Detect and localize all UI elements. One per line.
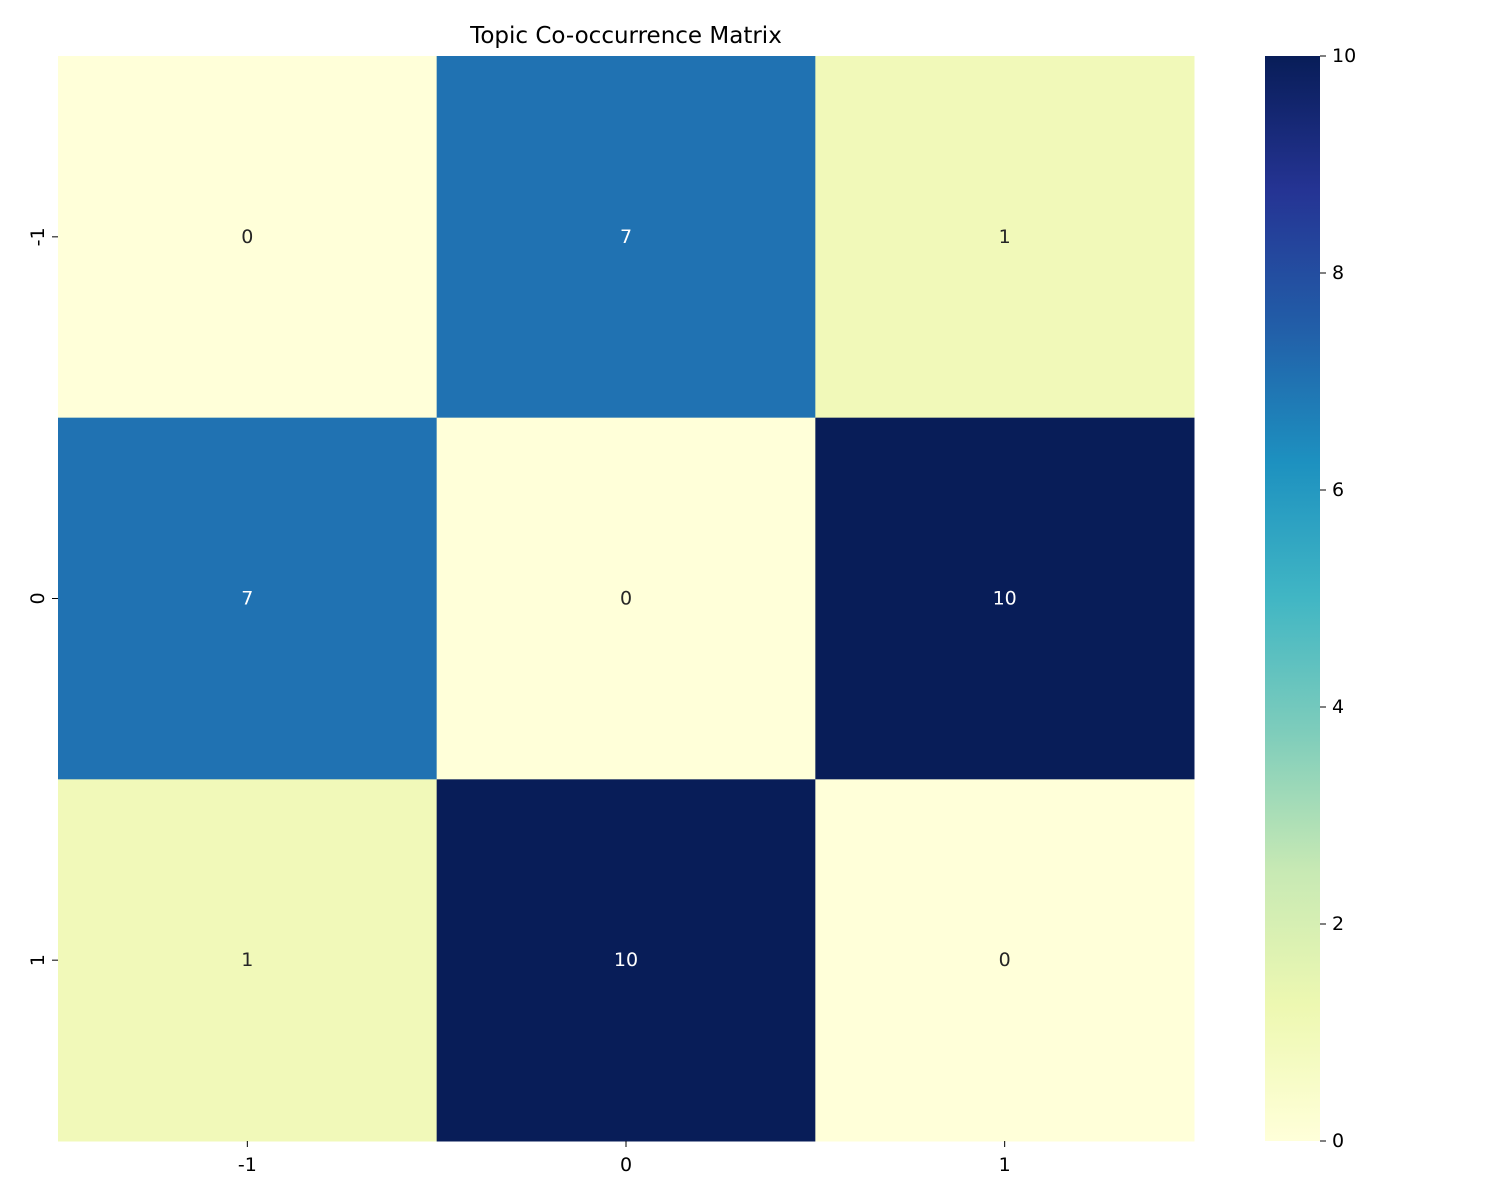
colorbar: 0 2 4 6 8 10 [1265,45,1356,1152]
heatmap-cell [436,417,816,780]
colorbar-tick-label: 2 [1332,913,1344,935]
heatmap-cell [815,56,1195,419]
y-tick-label: -1 [27,227,49,246]
cell-value-label: 0 [999,949,1011,971]
heatmap-cells [58,56,1195,1142]
colorbar-gradient [1265,56,1320,1141]
x-tick-label: 0 [620,1154,632,1176]
y-axis: -1 0 1 [27,227,58,966]
heatmap-cell [436,56,816,419]
heatmap-cell [58,56,438,419]
x-axis: -1 0 1 [238,1141,1011,1176]
chart-title: Topic Co-occurrence Matrix [469,23,782,49]
colorbar-tick-label: 0 [1332,1130,1344,1152]
colorbar-tick-label: 4 [1332,696,1344,718]
y-tick-label: 1 [27,954,49,966]
heatmap-cell-labels: 0 7 1 7 0 10 1 10 0 [241,226,1016,971]
cell-value-label: 7 [241,588,253,610]
heatmap-cell [58,417,438,780]
cell-value-label: 1 [999,226,1011,248]
cell-value-label: 1 [241,949,253,971]
y-tick-label: 0 [27,592,49,604]
heatmap-cell [815,417,1195,780]
cell-value-label: 0 [620,588,632,610]
heatmap-cell [58,779,438,1142]
colorbar-tick-label: 6 [1332,479,1344,501]
cell-value-label: 10 [614,949,638,971]
x-tick-label: 1 [999,1154,1011,1176]
cell-value-label: 10 [993,588,1017,610]
colorbar-tick-label: 10 [1332,45,1356,67]
colorbar-tick-label: 8 [1332,262,1344,284]
cell-value-label: 0 [241,226,253,248]
heatmap-cell [436,779,816,1142]
heatmap-cell [815,779,1195,1142]
cell-value-label: 7 [620,226,632,248]
x-tick-label: -1 [238,1154,257,1176]
